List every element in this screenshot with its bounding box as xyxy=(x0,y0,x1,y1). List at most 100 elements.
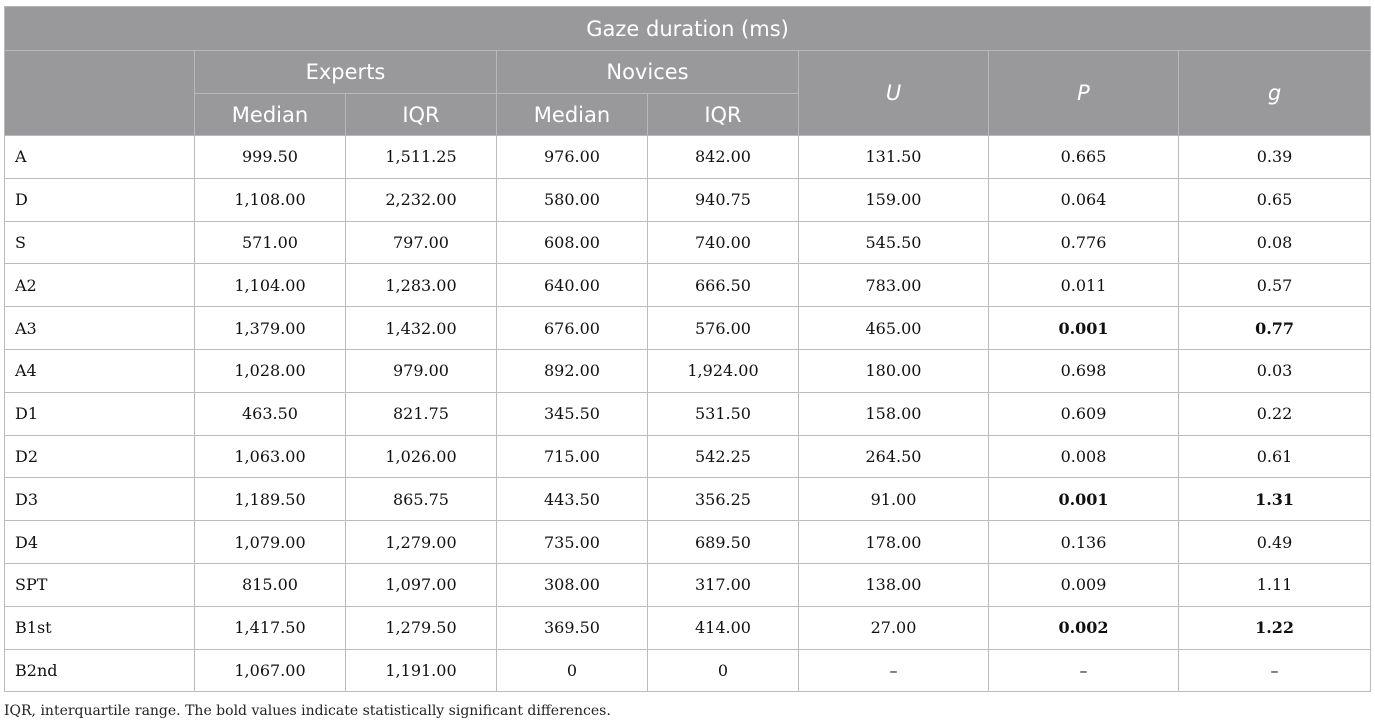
table-footnote: IQR, interquartile range. The bold value… xyxy=(4,703,611,719)
u-cell: 783.00 xyxy=(798,263,989,308)
g-cell: 0.39 xyxy=(1177,135,1372,179)
experts-median-cell: 1,104.00 xyxy=(194,263,346,308)
novices-median-cell: 892.00 xyxy=(496,348,648,393)
table-row: A4 1,028.00 979.00 892.00 1,924.00 180.00 0.69… xyxy=(4,348,1372,393)
p-cell: 0.002 xyxy=(988,605,1179,650)
g-cell: 1.31 xyxy=(1177,477,1372,522)
u-cell: 180.00 xyxy=(798,348,989,393)
experts-iqr-cell: 1,026.00 xyxy=(345,434,497,479)
subheader-experts-iqr: IQR xyxy=(345,93,497,136)
novices-median-cell: 608.00 xyxy=(496,220,648,265)
u-cell: 131.50 xyxy=(798,135,989,179)
table-row: B2nd 1,067.00 1,191.00 0 0– – – xyxy=(4,648,1372,693)
g-cell: 1.11 xyxy=(1177,562,1372,607)
p-cell: 0.001 xyxy=(988,477,1179,522)
g-cell: 0.57 xyxy=(1177,263,1372,308)
novices-iqr-cell: 1,924.00 xyxy=(647,348,799,393)
row-label-cell: B2nd xyxy=(4,648,195,693)
p-cell: 0.665 xyxy=(988,135,1179,179)
novices-median-cell: 735.00 xyxy=(496,520,648,564)
table-row: A3 1,379.00 1,432.00 676.00 576.00 465.00 0.00… xyxy=(4,306,1372,350)
experts-iqr-cell: 1,283.00 xyxy=(345,263,497,308)
table-row: D1 463.50 821.75 345.50 531.50 158.00 0.609 0.2… xyxy=(4,391,1372,436)
u-cell: 465.00 xyxy=(798,306,989,350)
experts-iqr-cell: 865.75 xyxy=(345,477,497,522)
u-cell: 138.00 xyxy=(798,562,989,607)
u-cell: 158.00 xyxy=(798,391,989,436)
stat-header-g: g xyxy=(1177,50,1372,136)
novices-iqr-cell: 542.25 xyxy=(647,434,799,479)
table-row: D3 1,189.50 865.75 443.50 356.25 91.00 0.001 1.… xyxy=(4,477,1372,522)
experts-median-cell: 463.50 xyxy=(194,391,346,436)
g-cell: – xyxy=(1177,648,1372,693)
p-cell: 0.776 xyxy=(988,220,1179,265)
g-cell: 0.03 xyxy=(1177,348,1372,393)
novices-iqr-cell: 666.50 xyxy=(647,263,799,308)
row-label-cell: A2 xyxy=(4,263,195,308)
subheader-novices-median: Median xyxy=(496,93,648,136)
experts-median-cell: 571.00 xyxy=(194,220,346,265)
table-row: B1st 1,417.50 1,279.50 369.50 414.00 27.00 0.0… xyxy=(4,605,1372,650)
table-row: A2 1,104.00 1,283.00 640.00 666.50 783.00 0.01… xyxy=(4,263,1372,308)
table-row: S 571.00 797.00 608.00 740.00 545.50 0.776 0.08 xyxy=(4,220,1372,265)
novices-median-cell: 976.00 xyxy=(496,135,648,179)
experts-median-cell: 1,417.50 xyxy=(194,605,346,650)
gaze-duration-table: Gaze duration (ms) Experts Novices U P g… xyxy=(3,6,1372,693)
u-cell: 178.00 xyxy=(798,520,989,564)
experts-median-cell: 1,189.50 xyxy=(194,477,346,522)
experts-iqr-cell: 1,191.00 xyxy=(345,648,497,693)
novices-median-cell: 676.00 xyxy=(496,306,648,350)
table-row: D4 1,079.00 1,279.00 735.00 689.50 178.00 0.13… xyxy=(4,520,1372,564)
experts-iqr-cell: 1,097.00 xyxy=(345,562,497,607)
novices-iqr-cell: 317.00 xyxy=(647,562,799,607)
group-header-experts: Experts xyxy=(194,50,497,94)
p-cell: 0.136 xyxy=(988,520,1179,564)
table-body: A 999.50 1,511.25 976.00 842.00 131.50 0.665 0.… xyxy=(4,135,1372,693)
novices-iqr-cell: 576.00 xyxy=(647,306,799,350)
novices-iqr-cell: 0 xyxy=(647,648,799,693)
table-row: A 999.50 1,511.25 976.00 842.00 131.50 0.665 0.… xyxy=(4,135,1372,179)
row-label-cell: A3 xyxy=(4,306,195,350)
g-cell: 0.61 xyxy=(1177,434,1372,479)
novices-iqr-cell: 414.00 xyxy=(647,605,799,650)
experts-median-cell: 1,067.00 xyxy=(194,648,346,693)
experts-median-cell: 999.50 xyxy=(194,135,346,179)
row-label-cell: A xyxy=(4,135,195,179)
u-cell: 27.00 xyxy=(798,605,989,650)
novices-median-cell: 345.50 xyxy=(496,391,648,436)
row-label-cell: B1st xyxy=(4,605,195,650)
novices-median-cell: 640.00 xyxy=(496,263,648,308)
u-cell: 159.00 xyxy=(798,177,989,222)
novices-median-cell: 443.50 xyxy=(496,477,648,522)
u-cell: 264.50 xyxy=(798,434,989,479)
row-label-cell: D1 xyxy=(4,391,195,436)
p-cell: – xyxy=(988,648,1179,693)
novices-iqr-cell: 689.50 xyxy=(647,520,799,564)
row-label-cell: D xyxy=(4,177,195,222)
experts-iqr-cell: 1,432.00 xyxy=(345,306,497,350)
experts-median-cell: 1,108.00 xyxy=(194,177,346,222)
p-cell: 0.011 xyxy=(988,263,1179,308)
novices-iqr-cell: 356.25 xyxy=(647,477,799,522)
row-label-cell: SPT xyxy=(4,562,195,607)
novices-iqr-cell: 531.50 xyxy=(647,391,799,436)
subheader-novices-iqr: IQR xyxy=(647,93,799,136)
g-cell: 0.65 xyxy=(1177,177,1372,222)
p-cell: 0.001 xyxy=(988,306,1179,350)
row-label-cell: D3 xyxy=(4,477,195,522)
novices-median-cell: 369.50 xyxy=(496,605,648,650)
table-row: D2 1,063.00 1,026.00 715.00 542.25 264.50 0.00… xyxy=(4,434,1372,479)
u-cell: 545.50 xyxy=(798,220,989,265)
row-label-cell: A4 xyxy=(4,348,195,393)
row-label-cell: D2 xyxy=(4,434,195,479)
novices-iqr-cell: 740.00 xyxy=(647,220,799,265)
experts-iqr-cell: 821.75 xyxy=(345,391,497,436)
row-label-cell: S xyxy=(4,220,195,265)
table-header: Gaze duration (ms) Experts Novices U P g… xyxy=(3,6,1372,136)
u-cell: – xyxy=(798,648,989,693)
p-cell: 0.008 xyxy=(988,434,1179,479)
p-cell: 0.064 xyxy=(988,177,1179,222)
g-cell: 0.77 xyxy=(1177,306,1372,350)
experts-iqr-cell: 1,511.25 xyxy=(345,135,497,179)
stat-header-u: U xyxy=(798,50,989,136)
